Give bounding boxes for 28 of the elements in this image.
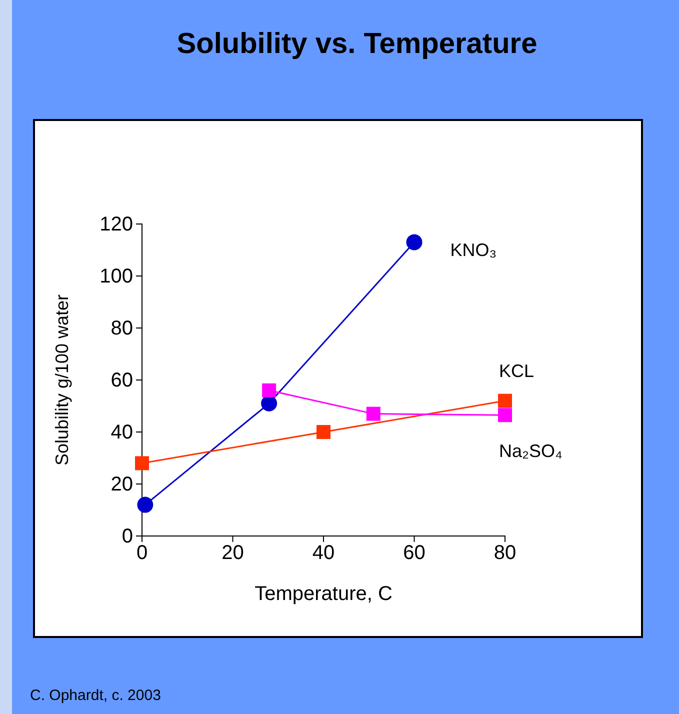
point [406, 234, 422, 250]
x-tick-label: 60 [403, 542, 426, 564]
x-tick-label: 80 [494, 542, 516, 564]
y-tick-label: 40 [110, 421, 133, 444]
y-tick-label: 0 [122, 525, 133, 548]
y-tick-label: 80 [110, 317, 133, 340]
point [135, 456, 149, 470]
y-tick-label: 120 [100, 213, 133, 236]
y-tick-label: 20 [110, 473, 133, 496]
y-tick-label: 60 [110, 369, 133, 392]
x-tick-label: 20 [222, 542, 244, 564]
x-axis-title: Temperature, C [254, 583, 392, 605]
text: C. Ophardt, c. 2003 [30, 687, 161, 704]
series-label: KCL [499, 360, 534, 381]
series-label: KNO₃ [450, 240, 497, 260]
point [316, 425, 330, 439]
chart-title: Solubility vs. Temperature [176, 28, 538, 60]
point [366, 406, 380, 421]
point [261, 395, 278, 412]
x-tick-label: 40 [312, 542, 335, 564]
point [498, 394, 512, 408]
x-tick-label: 0 [136, 542, 148, 564]
y-tick-label: 100 [100, 265, 133, 288]
y-axis-title: Solubility g/100 water [52, 294, 72, 466]
point [262, 383, 276, 398]
point [498, 408, 512, 422]
point [137, 496, 154, 513]
series-label: Na₂SO₄ [499, 441, 562, 462]
